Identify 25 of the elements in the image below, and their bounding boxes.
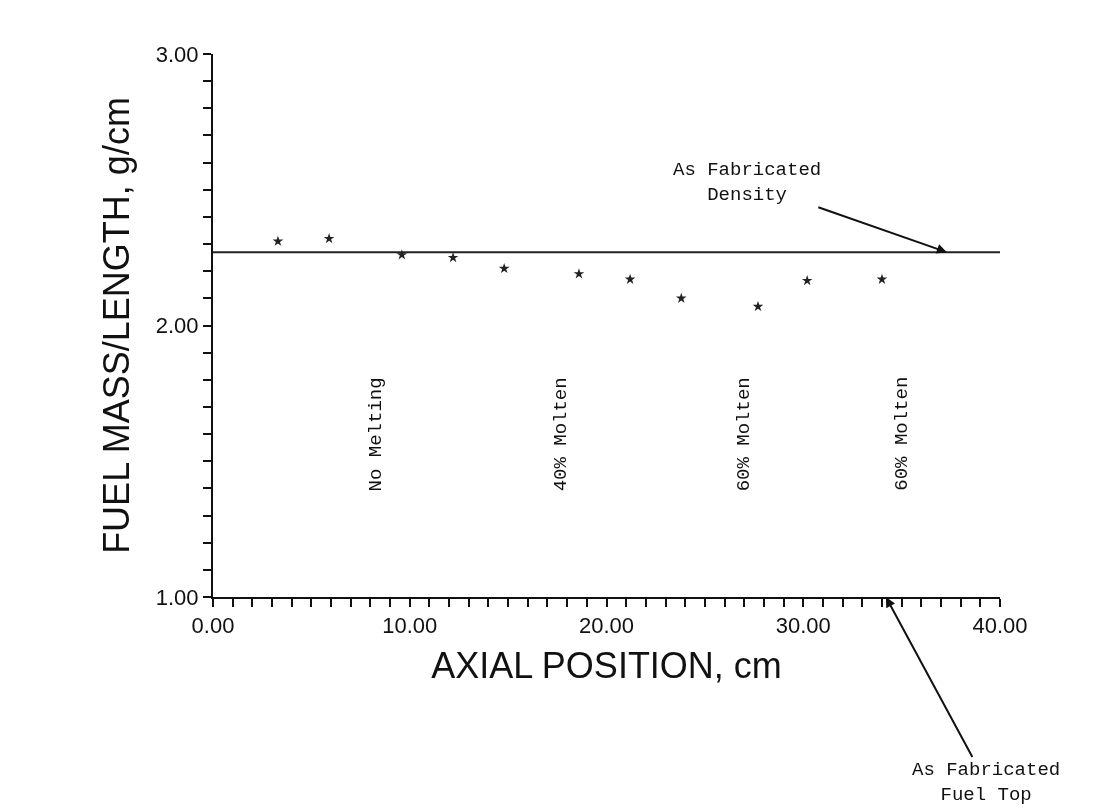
annotation: 60% Molten bbox=[890, 376, 913, 491]
y-tick-label: 2.00 bbox=[155, 313, 199, 339]
annotation: No Melting bbox=[365, 377, 388, 492]
y-axis-title: FUEL MASS/LENGTH, g/cm bbox=[96, 97, 138, 554]
point bbox=[323, 233, 335, 244]
point bbox=[752, 300, 764, 312]
point bbox=[447, 252, 459, 263]
x-axis-title: AXIAL POSITION, cm bbox=[431, 644, 782, 686]
point bbox=[876, 273, 888, 284]
point bbox=[801, 275, 813, 286]
y-tick-label: 1.00 bbox=[155, 584, 199, 610]
x-tick-label: 0.00 bbox=[191, 613, 235, 639]
x-tick-label: 40.00 bbox=[972, 613, 1028, 639]
y-tick-label: 3.00 bbox=[155, 41, 199, 67]
text: As Fabricated Fuel Top bbox=[912, 759, 1061, 806]
x-tick-label: 30.00 bbox=[775, 613, 831, 639]
point bbox=[498, 262, 510, 274]
annotation: 60% Molten bbox=[733, 377, 756, 492]
annotation: 40% Molten bbox=[550, 377, 573, 492]
point bbox=[624, 273, 636, 284]
point bbox=[573, 268, 585, 279]
x-tick-label: 20.00 bbox=[578, 613, 635, 639]
point bbox=[396, 249, 408, 260]
x-tick-label: 10.00 bbox=[382, 613, 438, 639]
annotation: As Fabricated Density bbox=[673, 159, 822, 206]
